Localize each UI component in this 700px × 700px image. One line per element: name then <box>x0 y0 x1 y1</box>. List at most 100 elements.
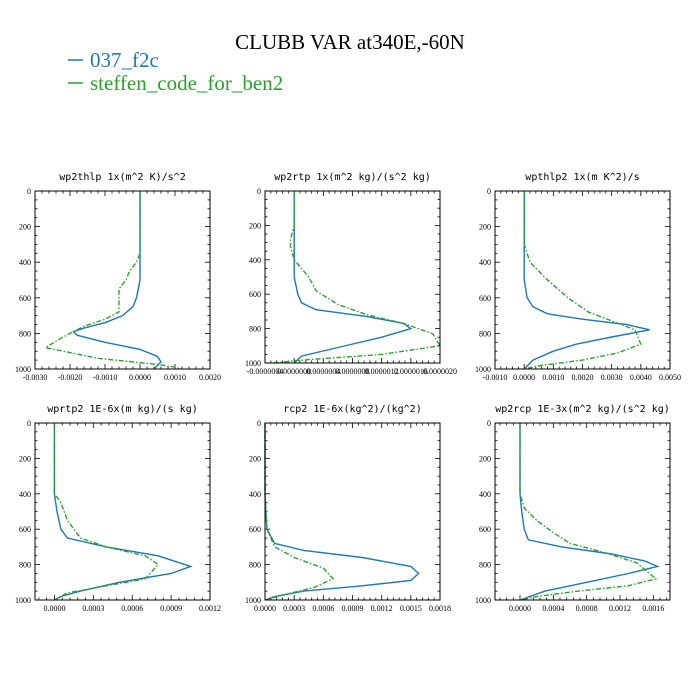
panel-3: wpthlp2 1x(m K^2)/s 0 200 400 600 800 1000-0.0… <box>475 172 681 382</box>
x-tick-label: 0.0000 <box>254 604 276 613</box>
x-tick-label: -0.0010 <box>93 373 118 382</box>
x-tick-label: 0.0012 <box>371 604 393 613</box>
y-tick-label: 400 <box>19 490 31 499</box>
x-tick-label: 0.0003 <box>82 604 104 613</box>
y-tick-label: 600 <box>249 290 261 299</box>
y-tick-label: 0 <box>27 187 31 196</box>
x-tick-label: 0.0020 <box>572 373 594 382</box>
y-tick-label: 400 <box>479 258 491 267</box>
x-tick-label: 0.0009 <box>342 604 364 613</box>
x-tick-label: -0.0020 <box>58 373 83 382</box>
series-line-037-f2c <box>519 423 660 601</box>
y-tick-label: 0 <box>487 419 491 428</box>
x-tick-label: 0.0009 <box>160 604 182 613</box>
plot-frame <box>34 190 211 370</box>
y-tick-label: 600 <box>19 294 31 303</box>
y-tick-label: 600 <box>479 525 491 534</box>
y-tick-label: 200 <box>249 221 261 230</box>
y-tick-label: 600 <box>19 525 31 534</box>
y-tick-label: 1000 <box>15 365 31 374</box>
y-tick-label: 200 <box>19 454 31 463</box>
y-tick-label: 800 <box>19 329 31 338</box>
plot-frame <box>494 190 671 370</box>
panel-6: wp2rcp 1E-3x(m^2 kg)/(s^2 kg) 0 200 400 600 8… <box>475 404 671 613</box>
panel-title: rcp2 1E-6x(kg^2)/(kg^2) <box>283 404 421 415</box>
panel-title: wp2rtp 1x(m^2 kg)/(s^2 kg) <box>274 172 431 183</box>
series-line-037-f2c <box>293 191 413 364</box>
y-tick-label: 400 <box>249 490 261 499</box>
y-tick-label: 0 <box>487 187 491 196</box>
x-tick-label: 0.0006 <box>121 604 143 613</box>
x-tick-label: 0.0020 <box>199 373 221 382</box>
y-tick-label: 800 <box>479 561 491 570</box>
legend-label-037-f2c: 037_f2c <box>90 48 159 72</box>
x-tick-label: -0.0000004 <box>247 367 284 376</box>
panel-4: wprtp2 1E-6x(m kg)/(s kg) 0 200 400 600 800 10… <box>15 404 221 613</box>
y-tick-label: 400 <box>19 258 31 267</box>
y-tick-label: 200 <box>249 454 261 463</box>
x-tick-label: 0.0003 <box>283 604 305 613</box>
figure-title: CLUBB VAR at340E,-60N <box>235 30 465 54</box>
y-tick-label: 1000 <box>245 596 261 605</box>
y-tick-label: 0 <box>27 419 31 428</box>
x-tick-label: 0.0000 <box>513 373 535 382</box>
x-tick-label: 0.0012 <box>199 604 221 613</box>
x-tick-label: 0.0000004 <box>306 367 340 376</box>
y-tick-label: 400 <box>249 256 261 265</box>
x-tick-label: -0.0030 <box>23 373 48 382</box>
panel-title: wpthlp2 1x(m K^2)/s <box>525 172 639 183</box>
series-line-steffen <box>264 423 335 601</box>
legend-label-steffen: steffen_code_for_ben2 <box>90 71 283 95</box>
y-tick-label: 200 <box>19 223 31 232</box>
y-tick-label: 800 <box>249 561 261 570</box>
y-tick-label: 1000 <box>245 359 261 368</box>
x-tick-label: -0.0010 <box>483 373 508 382</box>
y-tick-label: 0 <box>257 419 261 428</box>
x-tick-label: 0.0050 <box>659 373 681 382</box>
x-tick-label: 0.0000012 <box>365 367 399 376</box>
y-tick-label: 600 <box>479 294 491 303</box>
x-tick-label: 0.0040 <box>630 373 652 382</box>
series-line-steffen <box>519 423 658 601</box>
x-tick-label: 0.0000 <box>509 604 531 613</box>
series-line-steffen <box>523 191 642 370</box>
series-line-steffen <box>272 191 442 364</box>
y-tick-label: 800 <box>479 329 491 338</box>
y-tick-label: 600 <box>249 525 261 534</box>
y-tick-label: 800 <box>249 325 261 334</box>
x-tick-label: 0.0030 <box>601 373 623 382</box>
x-tick-label: 0.0010 <box>542 373 564 382</box>
y-tick-label: 200 <box>479 454 491 463</box>
x-tick-label: 0.0000000 <box>277 367 311 376</box>
x-tick-label: 0.0000 <box>43 604 65 613</box>
y-tick-label: 800 <box>19 561 31 570</box>
series-line-037-f2c <box>264 423 420 601</box>
x-tick-label: 0.0000008 <box>336 367 370 376</box>
panels: wp2thlp 1x(m^2 K)/s^202004006008001000-0… <box>15 172 681 613</box>
x-tick-label: 0.0018 <box>429 604 451 613</box>
y-tick-label: 1000 <box>475 365 491 374</box>
plot-frame <box>494 422 671 601</box>
x-tick-label: 0.0004 <box>542 604 564 613</box>
x-tick-label: 0.0000016 <box>394 367 428 376</box>
x-tick-label: 0.0000020 <box>423 367 457 376</box>
series-line-steffen <box>43 191 183 370</box>
y-tick-label: 1000 <box>475 596 491 605</box>
panel-2: wp2rtp 1x(m^2 kg)/(s^2 kg) 0 200 400 600 800 1… <box>245 172 457 376</box>
panel-5: rcp2 1E-6x(kg^2)/(kg^2) 0 200 400 600 800 1000… <box>245 404 451 613</box>
x-tick-label: 0.0008 <box>576 604 598 613</box>
series-line-037-f2c <box>53 423 193 601</box>
series-line-037-f2c <box>523 191 650 370</box>
plot-frame <box>264 422 441 601</box>
x-tick-label: 0.0006 <box>312 604 334 613</box>
panel-title: wp2thlp 1x(m^2 K)/s^2 <box>59 172 185 183</box>
y-tick-label: 0 <box>257 187 261 196</box>
plot-frame <box>264 190 441 364</box>
panel-title: wprtp2 1E-6x(m kg)/(s kg) <box>47 404 198 415</box>
series-line-steffen <box>53 423 160 601</box>
panel-title: wp2rcp 1E-3x(m^2 kg)/(s^2 kg) <box>495 404 670 415</box>
y-tick-label: 1000 <box>15 596 31 605</box>
plot-frame <box>34 422 211 601</box>
series-line-037-f2c <box>72 191 162 370</box>
